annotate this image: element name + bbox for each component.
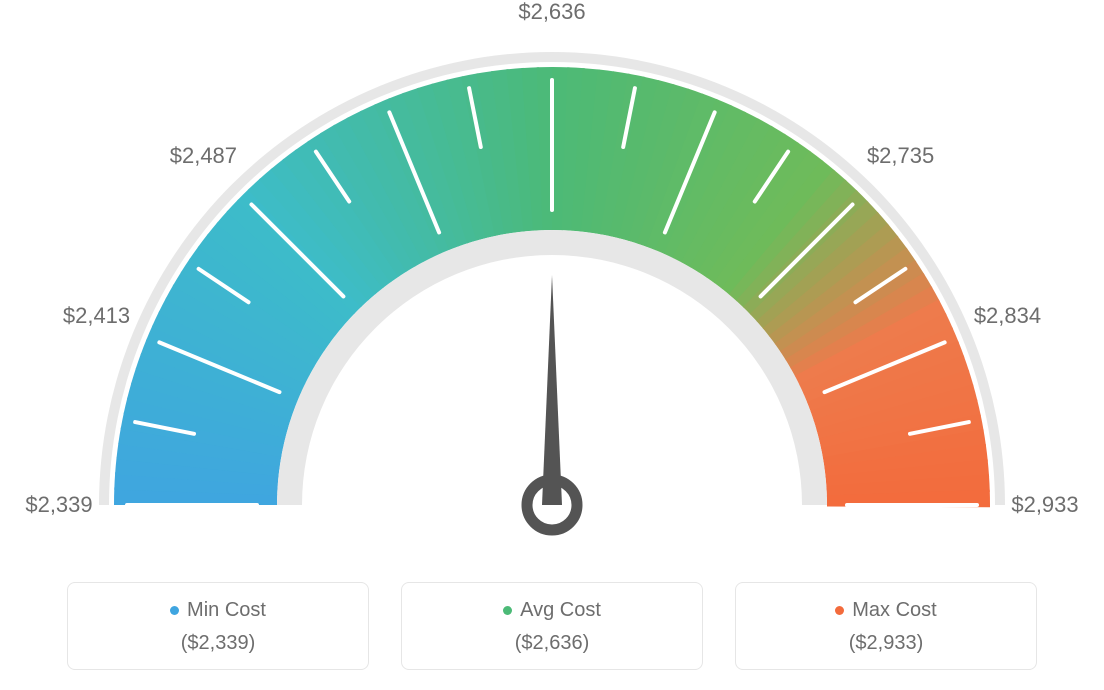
avg-cost-value: ($2,636) (402, 632, 702, 655)
avg-cost-label: Avg Cost (520, 599, 601, 621)
gauge-tick-label: $2,339 (25, 492, 92, 518)
max-cost-title: Max Cost (736, 599, 1036, 622)
avg-dot-icon (503, 606, 512, 615)
gauge-tick-label: $2,933 (1011, 492, 1078, 518)
gauge-tick-label: $2,735 (867, 143, 934, 169)
max-dot-icon (835, 606, 844, 615)
min-cost-title: Min Cost (68, 599, 368, 622)
min-cost-label: Min Cost (187, 599, 266, 621)
gauge-tick-label: $2,413 (63, 303, 130, 329)
gauge-svg (0, 0, 1104, 560)
max-cost-label: Max Cost (852, 599, 936, 621)
gauge-tick-label: $2,834 (974, 303, 1041, 329)
min-dot-icon (170, 606, 179, 615)
max-cost-card: Max Cost ($2,933) (735, 582, 1037, 670)
avg-cost-card: Avg Cost ($2,636) (401, 582, 703, 670)
min-cost-card: Min Cost ($2,339) (67, 582, 369, 670)
gauge-tick-label: $2,487 (170, 143, 237, 169)
chart-container: $2,339 $2,413 $2,487 $2,636 $2,735 $2,834 $2,9… (0, 0, 1104, 690)
gauge-area: $2,339 $2,413 $2,487 $2,636 $2,735 $2,834 $2,9… (0, 0, 1104, 560)
summary-row: Min Cost ($2,339) Avg Cost ($2,636) Max … (0, 582, 1104, 670)
max-cost-value: ($2,933) (736, 632, 1036, 655)
gauge-tick-label: $2,636 (518, 0, 585, 25)
min-cost-value: ($2,339) (68, 632, 368, 655)
avg-cost-title: Avg Cost (402, 599, 702, 622)
